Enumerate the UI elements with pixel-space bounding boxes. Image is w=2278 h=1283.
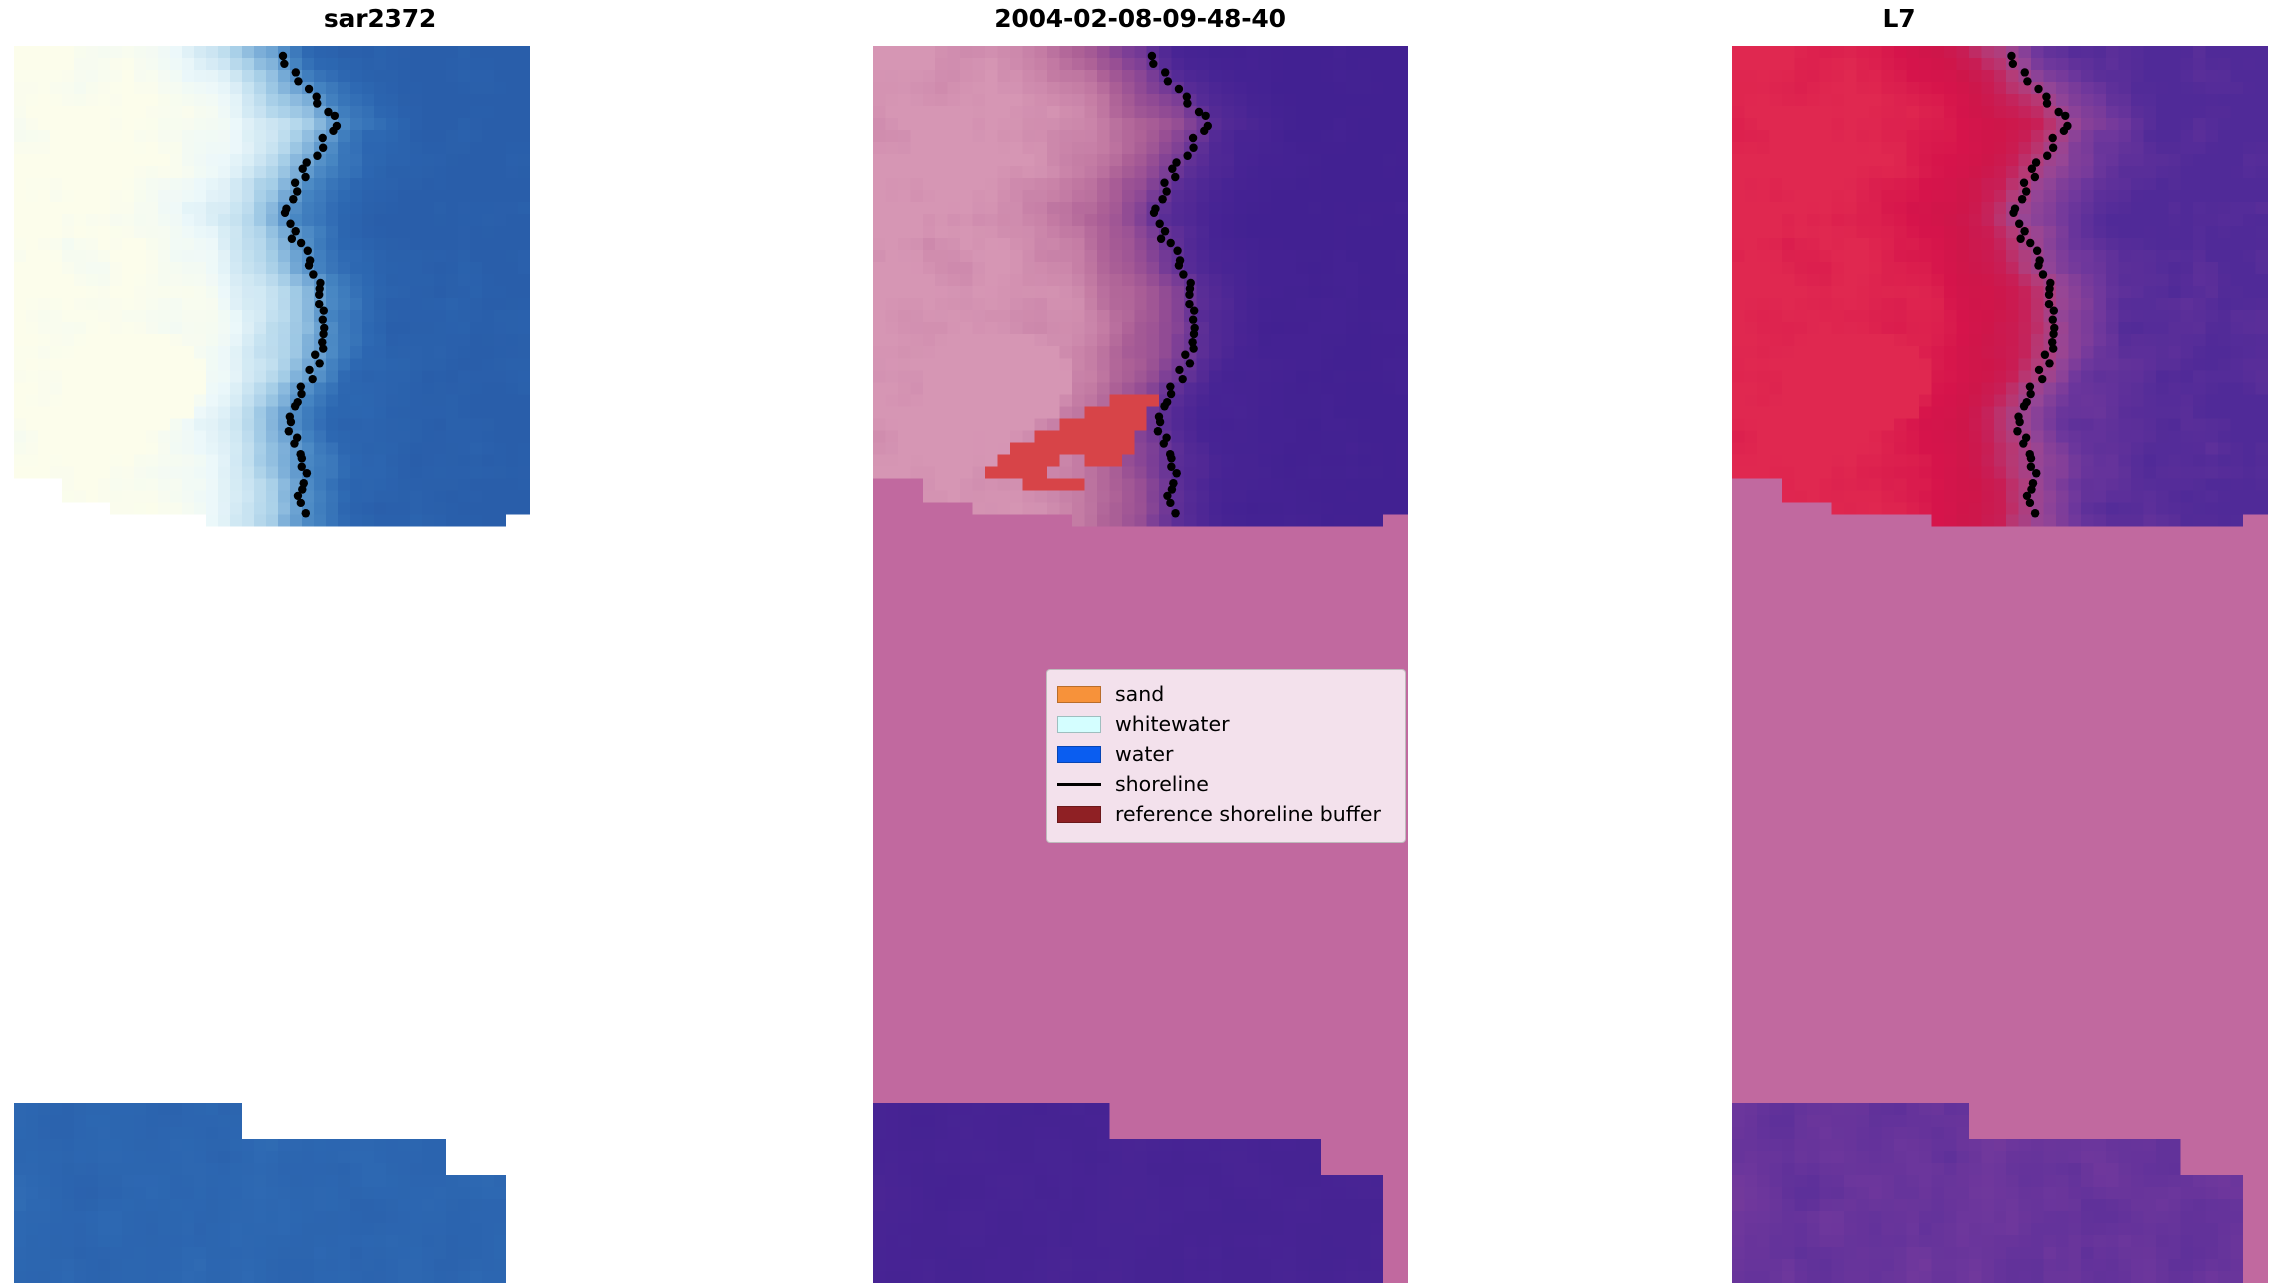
legend-label-shoreline: shoreline bbox=[1115, 772, 1209, 796]
raster-l7[interactable] bbox=[1732, 46, 2268, 1283]
legend-item: whitewater bbox=[1057, 709, 1393, 739]
panel-title-l7: L7 bbox=[1882, 4, 1916, 33]
legend-item: sand bbox=[1057, 679, 1393, 709]
legend-swatch-water bbox=[1057, 745, 1101, 763]
panel-title-sar2372: sar2372 bbox=[323, 4, 437, 33]
raster-sar2372[interactable] bbox=[14, 46, 530, 1283]
legend-swatch-shoreline bbox=[1057, 782, 1101, 786]
legend-label-sand: sand bbox=[1115, 682, 1165, 706]
legend-label-reference-buffer: reference shoreline buffer bbox=[1115, 802, 1381, 826]
panel-l7: L7 bbox=[1520, 0, 2278, 1283]
shoreline-overlay bbox=[873, 46, 1408, 1283]
legend-item: reference shoreline buffer bbox=[1057, 799, 1393, 829]
legend-swatch-reference-buffer bbox=[1057, 805, 1101, 823]
shoreline-overlay bbox=[14, 46, 530, 1283]
legend-label-whitewater: whitewater bbox=[1115, 712, 1230, 736]
legend-item: shoreline bbox=[1057, 769, 1393, 799]
legend: sand whitewater water shoreline referenc… bbox=[1046, 669, 1406, 843]
legend-swatch-sand bbox=[1057, 685, 1101, 703]
panel-title-classified: 2004-02-08-09-48-40 bbox=[994, 4, 1286, 33]
panel-classified: 2004-02-08-09-48-40 bbox=[760, 0, 1520, 1283]
raster-classified[interactable] bbox=[873, 46, 1408, 1283]
legend-swatch-whitewater bbox=[1057, 715, 1101, 733]
shoreline-overlay bbox=[1732, 46, 2268, 1283]
legend-label-water: water bbox=[1115, 742, 1174, 766]
legend-item: water bbox=[1057, 739, 1393, 769]
panel-sar2372: sar2372 bbox=[0, 0, 760, 1283]
